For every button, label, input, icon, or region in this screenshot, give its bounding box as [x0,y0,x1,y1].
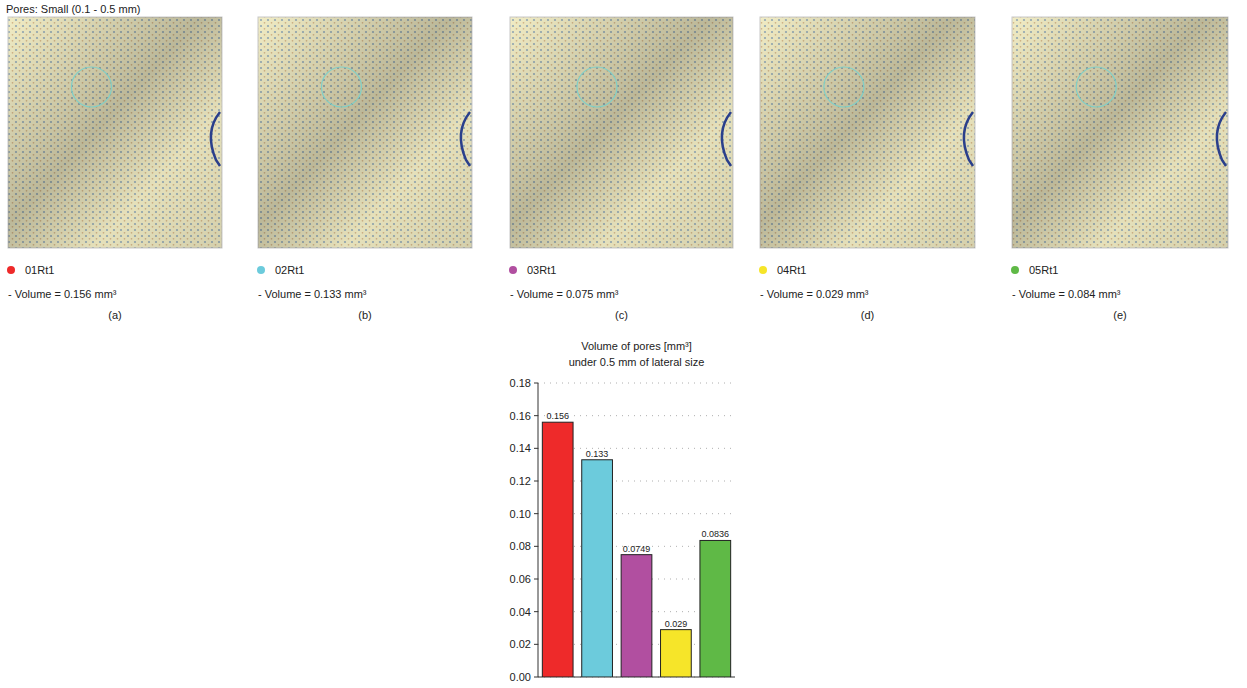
image-shade [1012,17,1228,248]
skin-image [258,17,472,248]
image-shade [258,17,472,248]
tick-mark [534,513,538,514]
panel-volume: - Volume = 0.133 mm³ [258,288,367,300]
skin-image [510,17,733,248]
panel-volume: - Volume = 0.029 mm³ [760,288,869,300]
bar [582,460,613,677]
tick-mark [534,611,538,612]
tick-mark [534,383,538,384]
tick-label: 0.12 [510,475,531,487]
data-label: 0.0749 [623,544,651,554]
panel-label: 03Rt1 [527,264,556,276]
panel-letter: (a) [108,309,121,321]
roi-circle [71,67,111,107]
image-edge [461,112,470,166]
panel: 04Rt1 - Volume = 0.029 mm³ (d) [759,17,975,321]
panel: 05Rt1 - Volume = 0.084 mm³ (e) [1011,17,1228,321]
bars [542,422,730,677]
bar [661,630,692,677]
skin-image [760,17,975,248]
header: Pores: Small (0.1 - 0.5 mm) [6,3,140,15]
roi-circle [577,67,617,107]
panel-letter: (d) [861,309,874,321]
tick-mark [534,546,538,547]
legend-dot [1011,266,1019,274]
panel: 02Rt1 - Volume = 0.133 mm³ (b) [257,17,472,321]
chart-title: Volume of pores [mm³] [581,340,692,352]
tick-label: 0.06 [510,573,531,585]
chart-subtitle: under 0.5 mm of lateral size [569,356,705,368]
panel-label: 02Rt1 [275,264,304,276]
grid-line [538,383,735,384]
panel-volume: - Volume = 0.084 mm³ [1012,288,1121,300]
axes: 0.00 0.02 0.04 0.06 0.08 0.10 0.12 0.14 0.16 0.18 [510,377,735,683]
bar [621,555,652,677]
panel-letter: (e) [1113,309,1126,321]
data-labels: 0.156 0.133 0.0749 0.029 0.0836 [546,411,729,628]
tick-mark [534,481,538,482]
image-shade [8,17,222,248]
data-label: 0.156 [546,411,569,421]
legend-dot [509,266,517,274]
skin-image [1012,17,1228,248]
tick-label: 0.10 [510,508,531,520]
data-label: 0.029 [665,619,688,629]
image-edge [964,112,973,166]
image-edge [211,112,220,166]
panel-volume: - Volume = 0.156 mm³ [8,288,117,300]
legend-dot [7,266,15,274]
image-edge [1217,112,1226,166]
image-edge [722,112,731,166]
tick-mark [534,579,538,580]
tick-mark [534,415,538,416]
figure: Pores: Small (0.1 - 0.5 mm) 01Rt1 - Volume… [0,0,1247,688]
image-shade [510,17,733,248]
panel-label: 05Rt1 [1029,264,1058,276]
tick-label: 0.02 [510,638,531,650]
roi-circle [824,67,864,107]
panel-label: 01Rt1 [25,264,54,276]
data-label: 0.133 [586,449,609,459]
panel: 01Rt1 - Volume = 0.156 mm³ (a) [7,17,222,321]
tick-label: 0.00 [510,671,531,683]
legend-dot [759,266,767,274]
y-axis [538,383,539,677]
panel-letter: (b) [358,309,371,321]
tick-label: 0.14 [510,442,531,454]
panel: 03Rt1 - Volume = 0.075 mm³ (c) [509,17,733,321]
roi-circle [1076,67,1116,107]
panel-letter: (c) [615,309,628,321]
tick-label: 0.08 [510,540,531,552]
image-shade [760,17,975,248]
panel-volume: - Volume = 0.075 mm³ [510,288,619,300]
data-label: 0.0836 [702,529,730,539]
skin-image [8,17,222,248]
tick-label: 0.04 [510,606,531,618]
tick-label: 0.18 [510,377,531,389]
legend-dot [257,266,265,274]
bar [542,422,573,677]
tick-mark [534,644,538,645]
bar [700,540,731,677]
tick-mark [534,448,538,449]
panel-label: 04Rt1 [777,264,806,276]
tick-label: 0.16 [510,410,531,422]
roi-circle [321,67,361,107]
tick-mark [534,677,538,678]
